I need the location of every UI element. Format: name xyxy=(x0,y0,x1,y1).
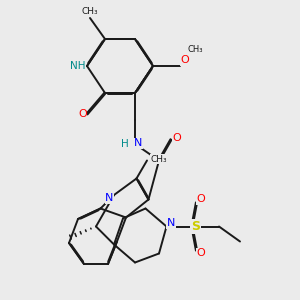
Text: CH₃: CH₃ xyxy=(82,8,98,16)
Text: N: N xyxy=(134,138,142,148)
Text: O: O xyxy=(180,55,189,65)
Text: CH₃: CH₃ xyxy=(151,154,167,164)
Text: O: O xyxy=(78,109,87,119)
Text: S: S xyxy=(191,220,200,233)
Text: O: O xyxy=(196,194,206,205)
Text: O: O xyxy=(172,133,182,143)
Text: NH: NH xyxy=(70,61,86,71)
Text: O: O xyxy=(196,248,206,259)
Text: H: H xyxy=(121,139,128,149)
Text: CH₃: CH₃ xyxy=(187,45,203,54)
Text: N: N xyxy=(105,193,114,203)
Text: N: N xyxy=(167,218,175,229)
